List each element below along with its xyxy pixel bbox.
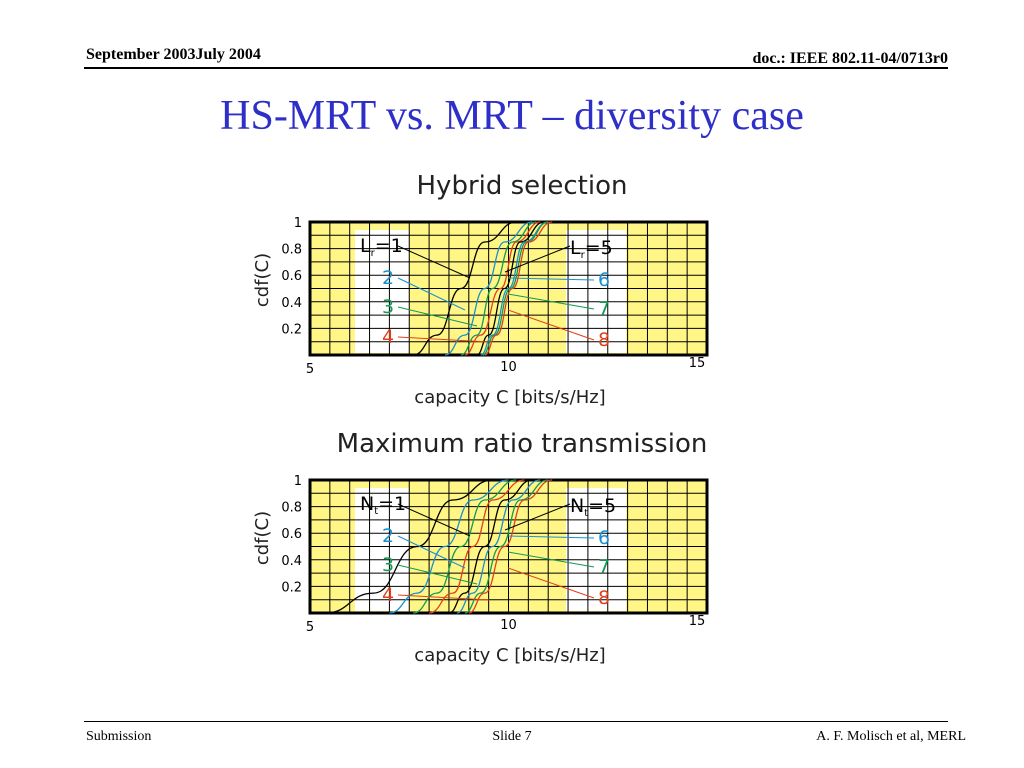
x-tick-label: 5: [306, 362, 314, 377]
y-tick-label: 1: [294, 474, 302, 489]
chart-title: Hybrid selection: [417, 171, 628, 201]
x-axis-label: capacity C [bits/s/Hz]: [414, 387, 605, 408]
slide-title: HS-MRT vs. MRT – diversity case: [220, 93, 804, 139]
annotation-label-8: 8: [598, 587, 610, 609]
leader-line: [504, 245, 571, 273]
leader-line: [507, 535, 595, 539]
series-line-2: [389, 479, 509, 614]
annotation-label-4: 4: [382, 584, 394, 606]
footer-rule: [84, 721, 948, 722]
chart-title: Maximum ratio transmission: [337, 429, 708, 459]
plot-frame: [308, 220, 709, 357]
footer-slide-number: Slide 7: [492, 729, 532, 744]
series-line-1: [413, 221, 517, 356]
annotation-label-3: 3: [382, 296, 394, 318]
series-line-4: [428, 479, 525, 614]
leader-line: [507, 293, 595, 310]
annotation-label-4: 4: [382, 326, 394, 348]
series-line-8: [468, 479, 553, 614]
y-tick-label: 1: [294, 216, 302, 231]
series-line-7: [482, 221, 549, 356]
series-line-7: [464, 479, 549, 614]
y-axis-label: cdf(C): [252, 253, 273, 307]
label-box-right: [566, 230, 626, 353]
series-line-5: [476, 221, 545, 356]
leader-line: [507, 567, 595, 599]
leader-line: [397, 564, 478, 585]
series-line-4: [464, 221, 541, 356]
annotation-label-2: 2: [382, 267, 394, 289]
y-axis-label: cdf(C): [252, 511, 273, 565]
footer-left: Submission: [86, 729, 152, 744]
y-tick-label: 0.4: [281, 296, 302, 311]
series-line-1: [325, 479, 493, 614]
label-box-right: [566, 488, 626, 611]
annotation-label-8: 8: [598, 329, 610, 351]
leader-line: [397, 594, 490, 601]
y-tick-label: 0.8: [281, 501, 302, 516]
leader-line: [507, 551, 595, 568]
series-line-3: [413, 479, 517, 614]
footer-author: A. F. Molisch et al, MERL: [816, 729, 966, 744]
chart-hybrid-selection: Hybrid selection 1 0.8 0.6 0.4 0.2 5 10 15 capaci…: [252, 171, 709, 408]
annotation-label-3: 3: [382, 554, 394, 576]
x-tick-label: 10: [500, 618, 517, 633]
leader-line: [397, 336, 490, 343]
header-doc-id: doc.: IEEE 802.11-04/0713r0: [752, 50, 948, 67]
annotation-label-5: Nt=5: [570, 495, 616, 519]
y-tick-label: 0.6: [281, 527, 302, 542]
leader-line: [504, 503, 571, 531]
y-tick-label: 0.4: [281, 554, 302, 569]
header-date: September 2003July 2004: [86, 46, 261, 63]
y-tick-label: 0.6: [281, 269, 302, 284]
annotation-label-5: Lr=5: [570, 237, 613, 261]
leader-line: [397, 535, 466, 569]
annotation-label-7: 7: [598, 298, 610, 320]
leader-line: [397, 306, 478, 327]
series-line-8: [484, 221, 553, 356]
annotation-label-1: Nt=1: [360, 493, 406, 517]
annotation-label-6: 6: [598, 527, 610, 549]
x-tick-label: 5: [306, 620, 314, 635]
x-axis-label: capacity C [bits/s/Hz]: [414, 645, 605, 666]
annotation-label-6: 6: [598, 269, 610, 291]
label-box-left: [355, 230, 409, 353]
leader-line: [507, 277, 595, 281]
leader-line: [397, 245, 471, 279]
leader-line: [397, 277, 466, 311]
x-tick-label: 10: [500, 360, 517, 375]
y-tick-label: 0.2: [281, 580, 302, 595]
y-tick-label: 0.2: [281, 322, 302, 337]
leader-line: [397, 503, 471, 537]
series-line-6: [480, 221, 549, 356]
annotation-label-7: 7: [598, 556, 610, 578]
x-tick-label: 15: [689, 614, 706, 629]
leader-line: [507, 309, 595, 341]
x-tick-label: 15: [689, 356, 706, 371]
y-tick-label: 0.8: [281, 243, 302, 258]
header-rule: [84, 67, 948, 69]
series-line-2: [444, 221, 533, 356]
annotation-label-1: Lr=1: [360, 235, 403, 259]
annotation-label-2: 2: [382, 525, 394, 547]
series-line-5: [448, 479, 533, 614]
series-line-3: [460, 221, 537, 356]
chart-maximum-ratio-transmission: Maximum ratio transmission 1 0.8 0.6 0.4 0.2 5…: [252, 429, 709, 666]
series-line-6: [456, 479, 541, 614]
